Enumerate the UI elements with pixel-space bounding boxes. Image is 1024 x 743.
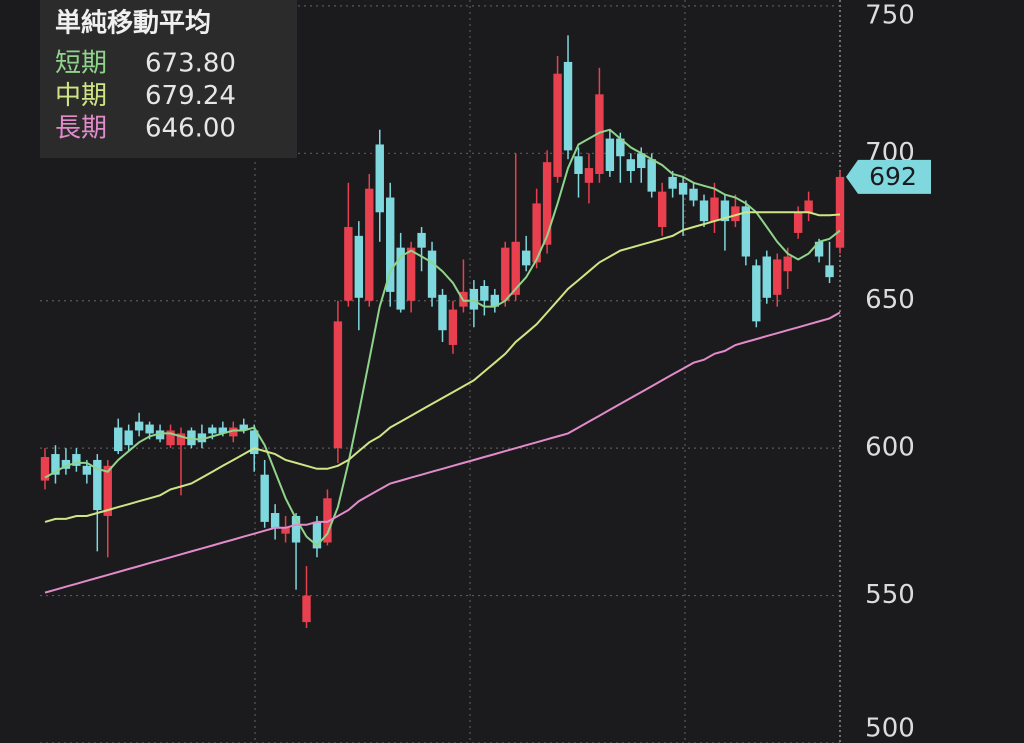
candle-body (124, 430, 133, 446)
candle-body (333, 321, 343, 449)
candle-body (741, 206, 751, 257)
candle-body (699, 200, 709, 222)
candle-body (344, 227, 353, 301)
candle-body (197, 433, 207, 443)
legend-value: 679.24 (145, 81, 236, 111)
candle-body (166, 430, 175, 446)
candle-body (114, 427, 123, 452)
candle-body (752, 265, 761, 322)
candle-body (208, 427, 217, 434)
candle-body (323, 498, 332, 543)
candle-body (480, 285, 489, 301)
candle-body (375, 144, 384, 213)
candle-body (835, 176, 845, 248)
candle-body (40, 457, 50, 481)
candle-body (385, 197, 395, 292)
candle-body (448, 309, 458, 345)
candle-body (312, 521, 322, 549)
legend-title: 単純移動平均 (55, 8, 211, 39)
candle-body (103, 465, 112, 516)
candle-body (176, 433, 186, 446)
candle-body (281, 527, 290, 534)
legend-box (40, 0, 297, 158)
legend-label: 長期 (55, 114, 107, 144)
candle-body (51, 454, 60, 475)
candle-body (731, 206, 740, 222)
candle-body (229, 427, 238, 437)
y-tick-label: 500 (865, 714, 915, 743)
legend-value: 673.80 (145, 49, 236, 79)
candle-body (438, 294, 447, 331)
candle-body (134, 421, 144, 431)
plot (40, 35, 845, 629)
candle-body (595, 94, 604, 174)
candle-body (61, 459, 71, 469)
candle-body (501, 247, 510, 301)
candle-body (302, 595, 311, 623)
candle-body (783, 256, 792, 272)
ma-line (44, 311, 841, 594)
candle-body (637, 153, 646, 169)
candle-body (365, 188, 374, 301)
candle-body (626, 159, 635, 172)
candle-body (291, 515, 301, 543)
candle-body (762, 256, 771, 298)
candle-body (605, 138, 615, 172)
candle-body (678, 182, 688, 195)
candle-body (710, 197, 719, 222)
legend-label: 短期 (55, 49, 107, 79)
candle-body (490, 294, 500, 307)
candle-body (511, 241, 520, 295)
candle-body (406, 247, 416, 301)
candle-body (804, 200, 813, 213)
candle-body (793, 212, 803, 233)
candle-body (532, 203, 541, 263)
candle-body (689, 188, 698, 201)
y-tick-label: 650 (865, 285, 915, 315)
candle-body (93, 459, 102, 511)
candle-body (145, 424, 154, 434)
price-badge-label: 692 (869, 162, 917, 191)
candle-body (218, 427, 228, 434)
price-badge (846, 159, 931, 194)
candle-body (354, 235, 364, 298)
legend-value: 646.00 (145, 114, 236, 144)
candle-body (668, 176, 677, 189)
candle-body (814, 241, 824, 257)
candle-body (155, 430, 165, 440)
candle-body (825, 265, 834, 278)
y-tick-label: 550 (865, 580, 915, 610)
y-tick-label: 750 (865, 1, 915, 31)
candle-body (647, 159, 656, 192)
legend: 単純移動平均 短期 673.80 中期 679.24 長期 646.00 (40, 0, 297, 158)
candle-body (250, 430, 259, 455)
candle-body (553, 73, 562, 177)
candle-body (720, 200, 730, 222)
candle-body (773, 259, 782, 295)
candle-body (417, 232, 426, 248)
candle-body (82, 465, 92, 475)
candle-body (584, 168, 594, 183)
candle-body (72, 454, 81, 466)
candle-body (574, 156, 583, 174)
candle-body (239, 424, 248, 431)
ma-line (44, 128, 841, 547)
legend-label: 中期 (55, 81, 107, 111)
candle-body (616, 138, 625, 157)
candle-body (187, 430, 196, 446)
candle-body (542, 162, 552, 245)
ma-line (44, 211, 841, 523)
candle-body (521, 250, 531, 266)
candle-body (563, 61, 573, 151)
candle-body (270, 513, 280, 528)
candle-body (469, 288, 479, 310)
candle-body (396, 247, 405, 310)
candle-body (427, 250, 437, 298)
candle-body (657, 191, 667, 228)
candle-body (260, 474, 269, 522)
y-tick-label: 600 (865, 433, 915, 463)
